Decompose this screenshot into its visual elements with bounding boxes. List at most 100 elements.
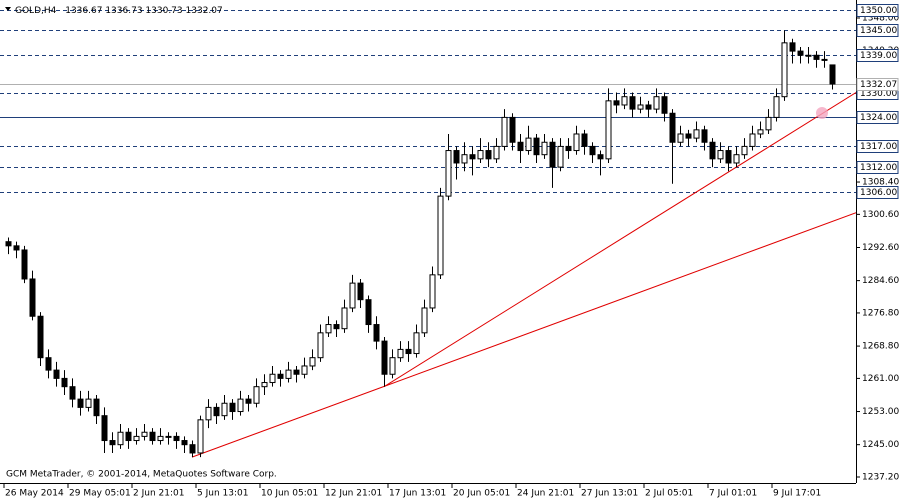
- candle-body: [373, 324, 380, 342]
- level-label: 1317.00: [860, 142, 897, 152]
- level-label: 1324.00: [860, 113, 897, 123]
- candle-body: [325, 324, 332, 334]
- candle-body: [53, 369, 60, 379]
- candle-body: [413, 332, 420, 355]
- candle-body: [109, 440, 116, 446]
- candle-body: [29, 278, 36, 317]
- footer: GCM MetaTrader, © 2001-2014, MetaQuotes …: [6, 470, 277, 480]
- candle-body: [181, 440, 188, 446]
- candle-body: [173, 435, 180, 442]
- candle-body: [13, 245, 20, 251]
- candle-body: [589, 145, 596, 156]
- candle-body: [525, 137, 532, 152]
- candle-body: [469, 154, 476, 160]
- y-tick-label: 1276.80: [862, 308, 899, 318]
- level-label-box: [856, 161, 899, 174]
- candle-body: [5, 241, 12, 247]
- y-tick-label: 1308.40: [862, 178, 899, 188]
- candle-body: [21, 249, 28, 280]
- axis-labels: 1348.001340.201308.401300.601292.601284.…: [3, 4, 899, 499]
- candle-body: [493, 145, 500, 160]
- candle-body: [773, 96, 780, 118]
- candle-body: [581, 133, 588, 147]
- candle-body: [501, 116, 508, 147]
- candle-body: [781, 42, 788, 98]
- candle-body: [629, 96, 636, 110]
- level-label: 1350.00: [860, 6, 897, 16]
- candle-body: [637, 104, 644, 110]
- candle-body: [533, 137, 540, 156]
- x-tick-label: 17 Jun 13:01: [389, 489, 446, 499]
- candle-body: [381, 340, 388, 375]
- candle-body: [597, 154, 604, 160]
- x-tick-label: 24 Jun 21:01: [517, 489, 574, 499]
- candle-body: [789, 42, 796, 52]
- candle-body: [317, 332, 324, 359]
- candle-body: [237, 398, 244, 413]
- candle-body: [653, 96, 660, 110]
- current-price-label: 1332.07: [860, 80, 897, 90]
- candle-body: [301, 365, 308, 375]
- candle-body: [717, 150, 724, 160]
- candle-body: [133, 435, 140, 442]
- x-tick-label: 7 Jul 01:01: [709, 489, 757, 499]
- candle-body: [693, 129, 700, 139]
- candle-body: [733, 154, 740, 164]
- candle-body: [453, 150, 460, 164]
- candle-body: [805, 54, 812, 57]
- trendline: [383, 92, 856, 388]
- y-tick-label: 1348.00: [862, 13, 899, 23]
- level-label-box: [856, 49, 899, 62]
- candle-body: [101, 415, 108, 442]
- menu-arrow: [5, 7, 11, 11]
- y-tick-label: 1245.00: [862, 440, 899, 450]
- candle-body: [517, 141, 524, 152]
- candle-body: [269, 373, 276, 384]
- symbol: GOLD,H4 1336.67 1336.73 1330.73 1332.07: [15, 6, 223, 16]
- candle-body: [61, 377, 68, 388]
- current-price-box: [856, 78, 899, 91]
- candle-body: [757, 129, 764, 135]
- candle-body: [509, 116, 516, 143]
- candle-body: [365, 299, 372, 326]
- level-label: 1306.00: [860, 188, 897, 198]
- candle-body: [349, 282, 356, 309]
- x-tick-label: 20 Jun 05:01: [453, 489, 510, 499]
- candle-body: [477, 150, 484, 160]
- alert-marker: [816, 107, 828, 119]
- level-label: 1339.00: [860, 51, 897, 61]
- candle-body: [213, 406, 220, 417]
- candle-body: [549, 141, 556, 168]
- x-tick-label: 2 Jun 21:01: [133, 489, 184, 499]
- y-tick-label: 1284.60: [862, 276, 899, 286]
- candle-body: [77, 398, 84, 408]
- candle-body: [309, 357, 316, 367]
- y-tick-label: 1237.20: [862, 472, 899, 482]
- candle-body: [261, 382, 268, 388]
- candle-body: [421, 307, 428, 334]
- level-label: 1312.00: [860, 163, 897, 173]
- candle-body: [357, 282, 364, 301]
- candle-body: [709, 141, 716, 160]
- x-tick-label: 29 May 05:01: [69, 489, 131, 499]
- candle-body: [677, 133, 684, 143]
- header: GOLD,H4 1336.67 1336.73 1330.73 1332.07: [5, 6, 223, 16]
- candle-body: [445, 150, 452, 197]
- level-label: 1345.00: [860, 26, 897, 36]
- candle-body: [165, 435, 172, 438]
- y-tick-label: 1261.00: [862, 374, 899, 384]
- candle-body: [565, 145, 572, 152]
- candle-body: [229, 402, 236, 413]
- x-tick-label: 5 Jun 13:01: [197, 489, 248, 499]
- candle-body: [341, 307, 348, 330]
- candle-body: [557, 145, 564, 168]
- candle-body: [685, 133, 692, 139]
- x-tick-label: 27 Jun 13:01: [581, 489, 638, 499]
- y-tick-label: 1268.80: [862, 342, 899, 352]
- candle-body: [293, 369, 300, 375]
- candle-body: [621, 96, 628, 106]
- candle-body: [405, 348, 412, 355]
